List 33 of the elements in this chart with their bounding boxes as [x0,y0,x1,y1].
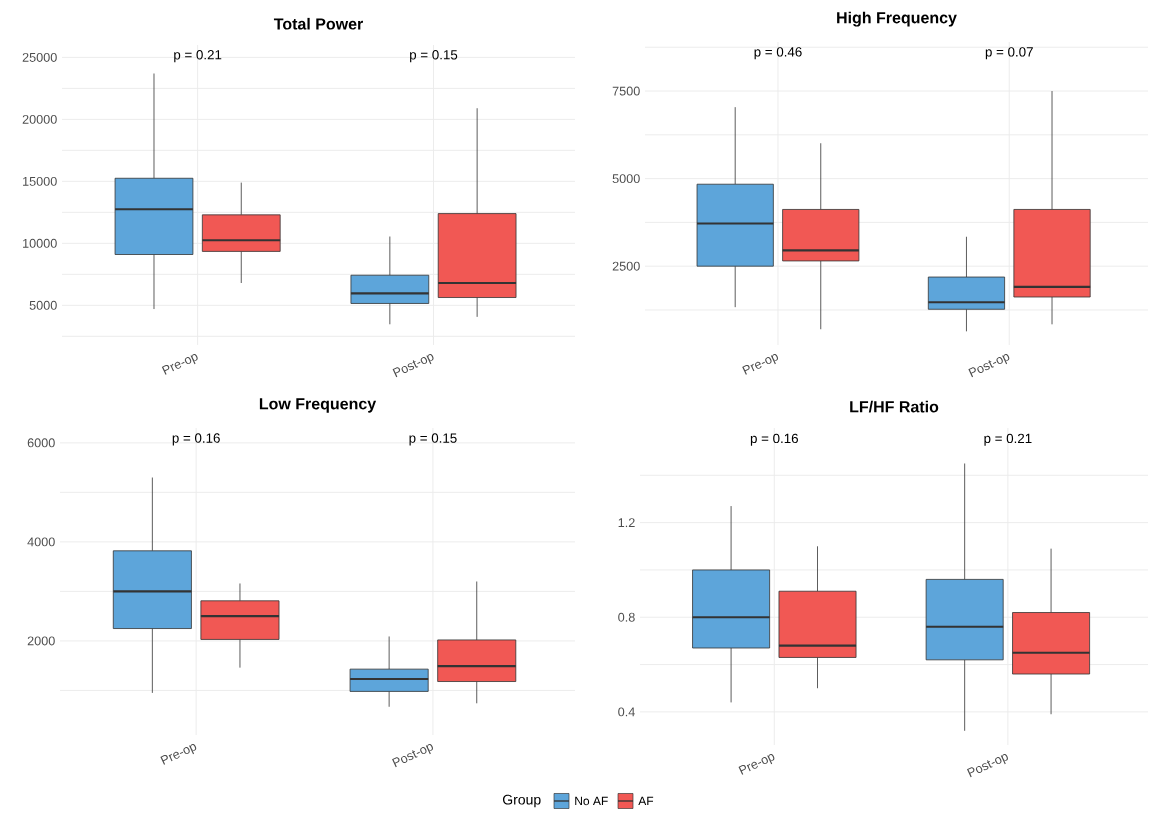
annotation: p = 0.15 [410,50,458,63]
y-tick-label: 0.4 [618,707,635,717]
x-tick-label: Pre-op [738,753,775,775]
annotation: p = 0.15 [409,433,457,446]
x-tick-label: Pre-op [161,353,198,375]
chart-title: High Frequency [837,11,957,27]
x-tick-label: Pre-op [742,353,779,375]
y-tick-label: 5000 [29,300,57,310]
annotation: p = 0.16 [172,433,220,446]
y-tick-label: 15000 [23,176,57,186]
y-tick-label: 25000 [22,52,57,62]
y-tick-label: 1.2 [618,518,635,528]
annotation: p = 0.21 [174,50,222,63]
annotation: p = 0.46 [754,47,802,60]
chart-title: Total Power [273,17,363,30]
annotation: p = 0.07 [985,47,1033,60]
y-tick-label: 4000 [27,537,55,547]
y-tick-label: 20000 [22,114,57,124]
x-tick-label: Pre-op [160,743,197,765]
chart-title: LF/HF Ratio [850,400,939,413]
y-tick-label: 6000 [27,438,55,448]
legend-title: Group [502,794,541,808]
legend-label: AF [638,796,654,806]
annotation: p = 0.21 [984,433,1032,446]
y-tick-label: 5000 [612,174,640,184]
y-tick-label: 10000 [23,238,57,248]
annotation: p = 0.16 [750,433,798,446]
y-tick-label: 2000 [27,636,55,646]
chart-title: Low Frequency [259,398,377,413]
y-tick-label: 0.8 [618,612,635,622]
y-tick-label: 2500 [612,261,640,271]
y-tick-label: 7500 [612,86,640,96]
legend-label: No AF [575,796,608,806]
